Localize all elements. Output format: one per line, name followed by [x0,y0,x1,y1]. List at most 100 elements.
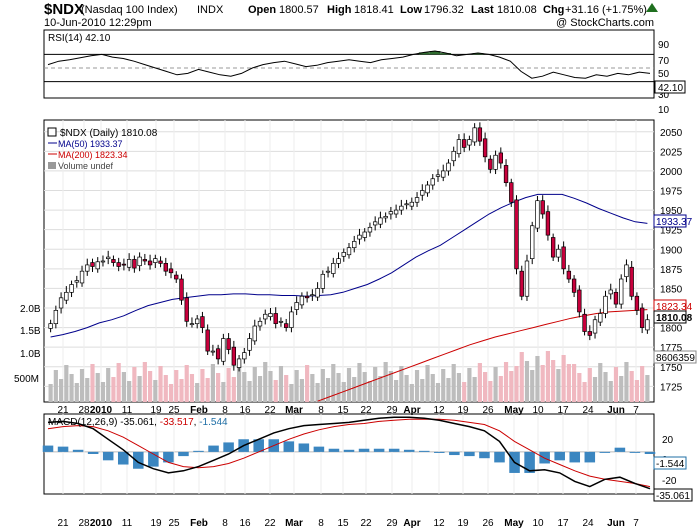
volume-bar [566,364,571,402]
volume-bar [252,367,257,402]
macd-signal-line [47,418,651,488]
volume-bar [430,374,435,402]
candle-body [304,295,310,299]
x-tick-label: 28 [78,405,90,416]
chg-value: +31.16 (+1.75%) [565,4,647,16]
volume-tag-text: 8606359 [656,353,695,364]
candle-body [346,247,352,256]
volume-bar [598,363,603,402]
candle-body [268,313,273,317]
macd-histogram-bar [223,442,234,452]
ma200-line [317,309,648,402]
volume-bar [608,381,613,402]
x-tick-label: Apr [403,518,420,529]
index-name: (Nasdaq 100 Index) [81,4,178,16]
candle-body [106,256,111,260]
candle-body [69,284,74,293]
macd-histogram-bar [434,451,445,453]
volume-bar [48,384,53,402]
timestamp: 10-Jun-2010 12:29pm [44,17,152,29]
candle-body [189,323,195,326]
candle-body [566,270,572,280]
candle-body [634,295,640,311]
x-tick-label: 26 [482,518,494,529]
candle-body [619,278,624,305]
x-tick-label: 16 [239,405,251,416]
candle-body [524,260,530,297]
volume-bar [551,360,556,402]
candle-body [420,190,425,196]
candle-body [158,260,163,264]
macd-histogram-bar [418,450,430,452]
volume-bar [645,375,650,402]
x-tick-label: 21 [57,405,69,416]
volume-bar [163,375,168,402]
candle-body [587,331,592,336]
candle-body [242,352,247,360]
rsi-series [47,50,651,79]
candle-body [315,288,320,298]
candle-body [174,274,179,280]
vol-tick-500m: 500M [14,374,39,385]
candle-body [121,263,127,266]
volume-bar [231,377,236,402]
volume-bar [294,370,299,402]
x-tick-label: 11 [122,518,133,529]
x-tick-label: May [504,405,524,416]
macd-series [42,416,656,490]
price-tick-label: 1800 [660,324,683,335]
volume-bar [273,380,278,402]
macd-histogram-bar [373,448,385,452]
last-label: Last [471,4,494,16]
volume-bar [509,371,514,402]
macd-label: MACD(12,26,9) -35.061, -33.517, -1.544 [48,417,228,428]
volume-bar [331,364,336,402]
candle-body [446,162,451,172]
candle-body [142,259,148,262]
rsi-tick-70: 70 [658,56,670,67]
x-tick-label: 8 [222,405,228,416]
x-tick-label: 25 [168,405,180,416]
candle-body [226,338,231,350]
rsi-overbought-fill [418,52,430,55]
candle-body [168,268,174,274]
volume-bar [257,376,263,402]
legend-candle-icon [47,127,57,137]
volume-bar [142,362,147,402]
macd-histogram-bar [629,451,641,453]
volume-bar [79,369,85,402]
x-tick-label: 8 [318,518,324,529]
volume-bar [456,373,462,402]
candle-body [461,139,467,148]
volume-bar [58,379,64,402]
candle-body [215,348,221,360]
x-tick-label: 17 [557,405,569,416]
volume-bar [409,384,414,402]
candle-body [284,323,289,328]
candle-body [645,319,650,331]
x-tick-label: 8 [222,518,228,529]
legend-ma50: MA(50) 1933.37 [58,139,123,149]
volume-bar [310,374,315,402]
candle-body [540,200,545,215]
volume-bar [467,368,472,402]
candle-body [435,174,441,177]
candle-body [200,316,205,328]
macd-line [47,416,651,490]
ma200-tag-text: 1823.34 [656,302,693,313]
rsi-overbought-fill [472,53,484,55]
macd-tag [653,488,693,502]
volume-bar [420,379,425,402]
exchange: INDX [197,4,224,16]
macd-histogram-bar [117,451,129,465]
x-tick-label: May [504,518,524,529]
volume-bar [236,363,242,402]
x-tick-label: 19 [150,518,162,529]
chg-label: Chg [543,4,565,16]
volume-bar [613,367,619,402]
macd-histogram-bar [358,448,370,452]
price-tick-label: 2050 [660,128,683,139]
rsi-value-tag [654,80,686,94]
volume-bar [221,382,226,402]
